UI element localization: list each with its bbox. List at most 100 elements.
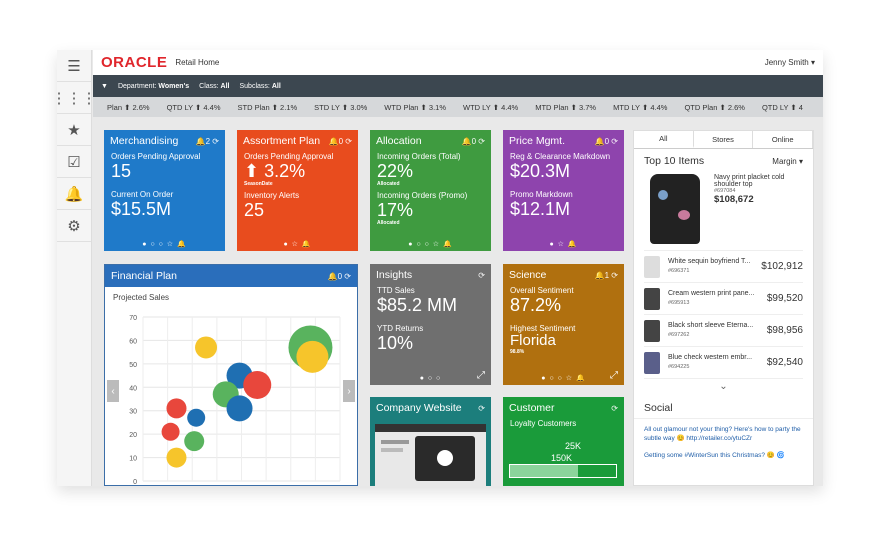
page-dots[interactable]: ● ○ ○ ☆ 🔔	[541, 375, 586, 382]
orders-pending-value: 15	[111, 161, 132, 181]
expand-icon[interactable]: ⤢	[610, 370, 618, 381]
bubble-point[interactable]	[243, 370, 272, 399]
social-post[interactable]: All out glamour not your thing? Here's h…	[644, 426, 801, 442]
refresh-icon[interactable]: ⟳	[478, 403, 485, 413]
kpi-ticker: Plan ⬆ 2.6% QTD LY ⬆ 4.4% STD Plan ⬆ 2.1…	[93, 97, 823, 117]
social-title: Social	[634, 392, 813, 419]
on-order-value: $15.5M	[111, 199, 172, 219]
filter-icon[interactable]: ▼	[101, 82, 108, 90]
bubble-point[interactable]	[195, 336, 218, 359]
expand-icon[interactable]: ⤢	[477, 370, 485, 381]
on-order-label: Current On Order	[111, 190, 174, 199]
bell-refresh-icon[interactable]: 🔔1 ⟳	[594, 270, 618, 280]
class-filter[interactable]: Class: All	[199, 82, 230, 90]
apps-grid-icon[interactable]: ⋮⋮⋮	[57, 82, 97, 114]
bell-refresh-icon[interactable]: 🔔2 ⟳	[195, 136, 219, 146]
tab-online[interactable]: Online	[753, 131, 814, 148]
incoming-total-value: 22%	[377, 161, 414, 181]
bubble-point[interactable]	[161, 422, 180, 441]
top-bar: ORACLE Retail Home Jenny Smith ▾	[93, 50, 823, 75]
page-dots[interactable]: ● ○ ○	[419, 375, 442, 382]
list-item[interactable]: White sequin boyfriend T... #696371 $102,9…	[644, 251, 803, 283]
bubble-point[interactable]	[184, 431, 205, 452]
insights-tile[interactable]: Insights ⟳ TTD Sales $85.2 MM YTD Returns…	[370, 264, 491, 385]
inventory-alerts-value: 25	[244, 200, 265, 220]
refresh-icon[interactable]: ⟳	[611, 403, 618, 413]
oracle-logo: ORACLE	[101, 54, 168, 71]
clearance-markdown-label: Reg & Clearance Markdown	[510, 152, 611, 161]
featured-item[interactable]: Navy print placket cold shoulder top #69…	[644, 171, 803, 251]
department-filter[interactable]: Department: Women's	[117, 82, 190, 90]
y-tick-label: 70	[129, 315, 137, 322]
bell-refresh-icon[interactable]: 🔔0 ⟳	[594, 136, 618, 146]
page-dots[interactable]: ● ☆ 🔔	[283, 241, 312, 248]
ticker-item: QTD Plan ⬆ 2.6%	[684, 102, 745, 112]
bubble-point[interactable]	[226, 395, 253, 422]
item-thumbnail	[644, 319, 660, 342]
list-item[interactable]: Black short sleeve Eterna... #697262 $98,9…	[644, 315, 803, 347]
bubble-point[interactable]	[296, 340, 329, 373]
bubble-point[interactable]	[166, 447, 187, 468]
social-post[interactable]: Getting some #WinterSun this Christmas? …	[644, 452, 785, 459]
list-item[interactable]: Cream western print pane... #695913 $99,52…	[644, 283, 803, 315]
science-tile[interactable]: Science 🔔1 ⟳ Overall Sentiment 87.2% High…	[503, 264, 624, 385]
season-date-label: SeasonDate	[244, 181, 273, 187]
item-sku: #694225	[668, 364, 690, 370]
page-dots[interactable]: ● ○ ○ ☆ 🔔	[408, 241, 453, 248]
tile-title: Customer	[509, 402, 555, 414]
customer-tile[interactable]: Customer ⟳ Loyalty Customers 25K 150K	[503, 397, 624, 486]
tile-title: Price Mgmt.	[509, 135, 566, 147]
expand-chevron-icon[interactable]: ⌄	[719, 381, 728, 392]
prev-arrow-icon[interactable]: ‹	[107, 380, 119, 402]
featured-item-name: Navy print placket cold shoulder top	[714, 174, 785, 188]
tasks-icon[interactable]: ☑	[57, 146, 91, 178]
sort-dropdown[interactable]: Margin ▾	[772, 156, 803, 166]
app-title: Retail Home	[175, 58, 220, 67]
page-dots[interactable]: ● ☆ 🔔	[549, 241, 578, 248]
bell-refresh-icon[interactable]: 🔔0 ⟳	[461, 136, 485, 146]
favorites-star-icon[interactable]: ★	[57, 114, 91, 146]
list-item[interactable]: Blue check western embr... #694225 $92,540	[644, 347, 803, 379]
bubble-point[interactable]	[187, 408, 206, 427]
ytd-returns-label: YTD Returns	[377, 324, 424, 333]
company-website-tile[interactable]: Company Website ⟳	[370, 397, 491, 486]
filter-bar: ▼ Department: Women's Class: All Subclas…	[93, 75, 823, 97]
tab-all[interactable]: All	[634, 131, 694, 148]
subclass-filter[interactable]: Subclass: All	[239, 82, 281, 90]
item-thumbnail	[644, 255, 660, 278]
loyalty-target-value: 25K	[565, 441, 582, 451]
allocation-tile[interactable]: Allocation 🔔0 ⟳ Incoming Orders (Total) 2…	[370, 130, 491, 251]
page-dots[interactable]: ● ○ ○ ☆ 🔔	[142, 241, 187, 248]
overall-sentiment-label: Overall Sentiment	[510, 286, 574, 295]
next-arrow-icon[interactable]: ›	[343, 380, 355, 402]
top-items-title: Top 10 Items	[644, 155, 705, 167]
refresh-icon[interactable]: ⟳	[478, 270, 485, 280]
ttd-sales-label: TTD Sales	[377, 286, 415, 295]
user-menu[interactable]: Jenny Smith ▾	[764, 58, 815, 67]
tile-title: Assortment Plan	[243, 135, 321, 147]
y-tick-label: 30	[129, 409, 137, 416]
item-thumbnail	[644, 287, 660, 310]
ticker-item: WTD LY ⬆ 4.4%	[463, 102, 519, 112]
price-mgmt-tile[interactable]: Price Mgmt. 🔔0 ⟳ Reg & Clearance Markdown…	[503, 130, 624, 251]
bubble-point[interactable]	[166, 398, 187, 419]
financial-plan-panel: Financial Plan 🔔0 ⟳ Projected Sales 70 60 5…	[104, 264, 358, 486]
ttd-sales-value: $85.2 MM	[377, 295, 458, 315]
item-name: White sequin boyfriend T...	[668, 258, 751, 265]
merchandising-tile[interactable]: Merchandising 🔔2 ⟳ Orders Pending Approva…	[104, 130, 225, 251]
settings-gear-icon[interactable]: ⚙	[57, 210, 91, 242]
notifications-bell-icon[interactable]: 🔔	[57, 178, 91, 210]
highest-sentiment-value: Florida	[510, 332, 556, 349]
bell-refresh-icon[interactable]: 🔔0 ⟳	[328, 136, 352, 146]
assortment-plan-tile[interactable]: Assortment Plan 🔔0 ⟳ Orders Pending Appro…	[237, 130, 358, 251]
ticker-item: STD LY ⬆ 3.0%	[314, 102, 368, 112]
item-value: $92,540	[766, 357, 803, 368]
menu-toggle-icon[interactable]: ☰	[57, 50, 91, 82]
tab-stores[interactable]: Stores	[694, 131, 754, 148]
tile-title: Science	[509, 269, 547, 281]
tile-title: Allocation	[376, 135, 422, 147]
bell-refresh-icon[interactable]: 🔔0 ⟳	[327, 271, 351, 281]
ytd-returns-value: 10%	[377, 333, 414, 353]
item-value: $98,956	[766, 325, 803, 336]
item-sku: #695913	[668, 300, 690, 306]
